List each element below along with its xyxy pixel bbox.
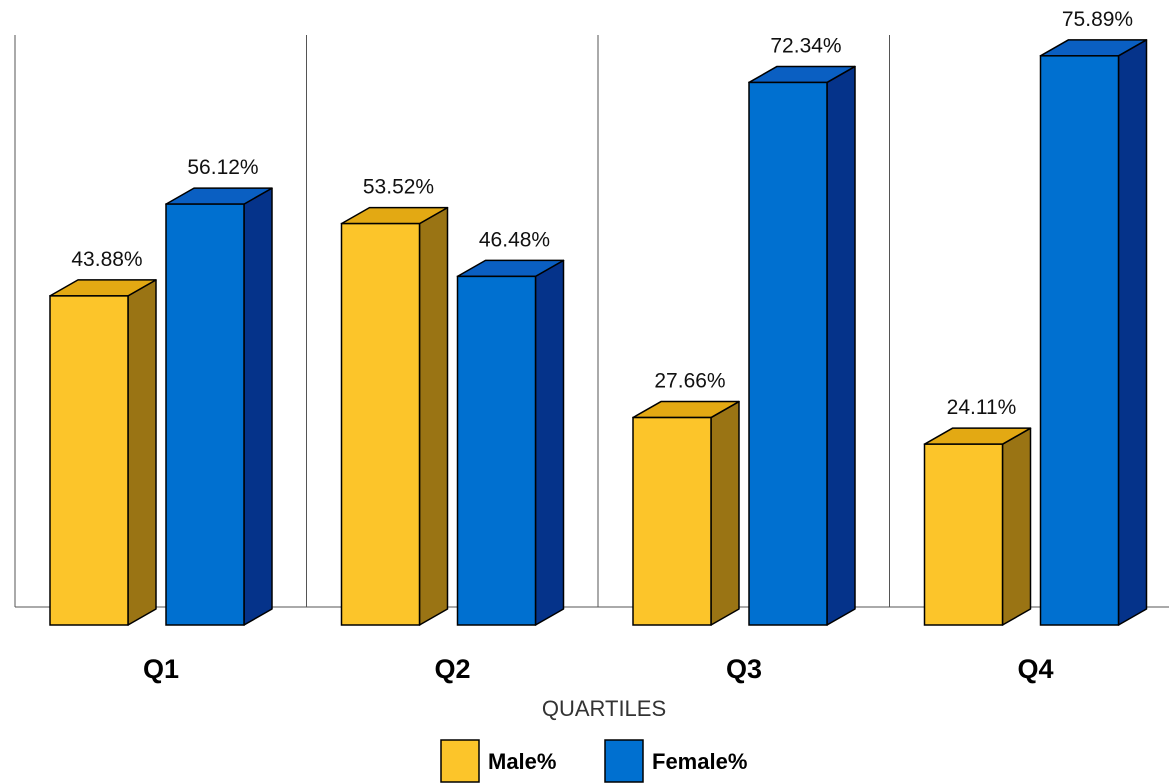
bar-side-face [534,259,565,626]
bar-value-label: 43.88% [71,248,142,271]
category-labels: Q1 Q2 Q3 Q4 [143,654,1054,684]
bar-value-label: 24.11% [947,396,1017,419]
legend-label: Male% [488,749,556,774]
bar-front-face [748,81,828,626]
bar-q3-female [748,65,856,626]
bar-q2-female [456,259,565,626]
legend-label: Female% [652,749,747,774]
bar-value-label: 75.89% [1062,8,1133,31]
bar-front-face [165,203,245,626]
bar-side-face [1117,39,1148,626]
bar-q2-male [340,206,449,626]
bar-q1-male [49,279,157,626]
bars [49,39,1148,626]
bar-value-label: 72.34% [770,34,841,57]
legend-swatch [604,739,644,783]
x-axis-title: QUARTILES [542,696,666,721]
bar-front-face [456,275,537,626]
category-label-q1: Q1 [143,654,179,684]
bar-front-face [1039,55,1120,626]
bar-side-face [243,187,273,626]
value-labels: 43.88% 56.12% 53.52% 46.48% 27.66% 72.34% 24.1… [71,8,1133,419]
category-label-q2: Q2 [434,654,470,684]
category-label-q4: Q4 [1017,654,1053,684]
bar-side-face [127,279,157,626]
bar-side-face [826,65,856,626]
bar-value-label: 46.48% [479,228,550,251]
legend-swatch [440,739,480,783]
bar-front-face [340,222,421,626]
legend-item-female: Female% [604,739,747,783]
bar-value-label: 53.52% [363,176,434,199]
bar-side-face [1001,427,1032,626]
bar-value-label: 56.12% [187,156,258,179]
bar-front-face [923,443,1004,626]
bar-value-label: 27.66% [654,370,725,393]
legend: Male% Female% [440,739,747,783]
bar-front-face [49,295,129,626]
bar-q3-male [632,400,740,626]
bar-q4-female [1039,39,1148,626]
bar-q1-female [165,187,273,626]
category-label-q3: Q3 [726,654,762,684]
bar-side-face [710,400,740,626]
bar-front-face [632,416,712,626]
bar-side-face [418,206,449,626]
legend-item-male: Male% [440,739,556,783]
bar-q4-male [923,427,1032,626]
